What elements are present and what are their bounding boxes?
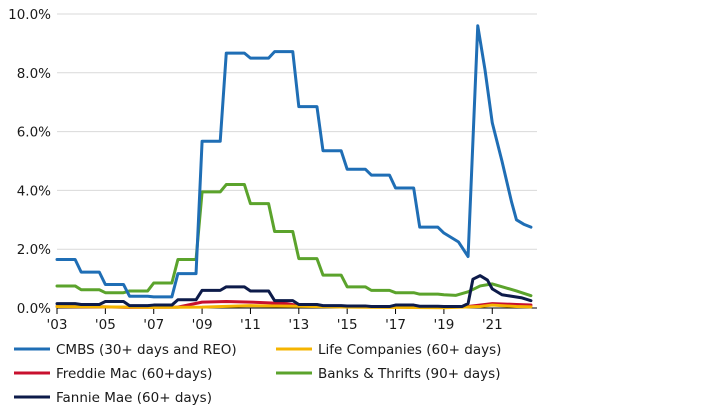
legend-label: Life Companies (60+ days) [318, 342, 501, 358]
x-tick-labels: '03 '05 '07 '09 '11 '13 '15 '17 '19 '21 [47, 317, 503, 333]
x-tick-label: '13 [288, 317, 309, 333]
y-tick-label: 0.0% [17, 301, 51, 317]
legend-item: Freddie Mac (60+days) [14, 366, 212, 382]
legend-item: Fannie Mae (60+ days) [14, 390, 212, 406]
series-line-banks-thrifts-90-days [55, 183, 533, 298]
x-tick-label: '15 [337, 317, 358, 333]
x-tick-label: '07 [143, 317, 164, 333]
y-tick-label: 2.0% [17, 242, 51, 258]
x-tick-label: '17 [385, 317, 406, 333]
y-tick-labels: 0.0% 2.0% 4.0% 6.0% 8.0% 10.0% [8, 7, 51, 317]
y-tick-label: 6.0% [17, 125, 51, 141]
x-tick-label: '21 [482, 317, 503, 333]
gridlines [57, 13, 537, 250]
legend-label: Freddie Mac (60+days) [56, 366, 212, 382]
legend: CMBS (30+ days and REO) Life Companies (6… [14, 342, 501, 406]
y-tick-label: 4.0% [17, 183, 51, 199]
axes [56, 307, 537, 314]
x-tick-label: '09 [192, 317, 213, 333]
series-line-cmbs-30-days-and-reo [55, 24, 533, 299]
legend-item: CMBS (30+ days and REO) [14, 342, 237, 358]
x-tick-label: '03 [47, 317, 68, 333]
x-tick-label: '05 [95, 317, 116, 333]
legend-item: Banks & Thrifts (90+ days) [276, 366, 500, 382]
series-lines [55, 24, 533, 310]
legend-item: Life Companies (60+ days) [276, 342, 501, 358]
legend-label: Banks & Thrifts (90+ days) [318, 366, 500, 382]
series-line-fannie-mae-60-days [55, 274, 533, 309]
y-tick-label: 8.0% [17, 66, 51, 82]
legend-label: Fannie Mae (60+ days) [56, 390, 212, 406]
x-tick-label: '11 [240, 317, 261, 333]
y-tick-label: 10.0% [8, 7, 51, 23]
legend-label: CMBS (30+ days and REO) [56, 342, 237, 358]
x-tick-label: '19 [433, 317, 454, 333]
